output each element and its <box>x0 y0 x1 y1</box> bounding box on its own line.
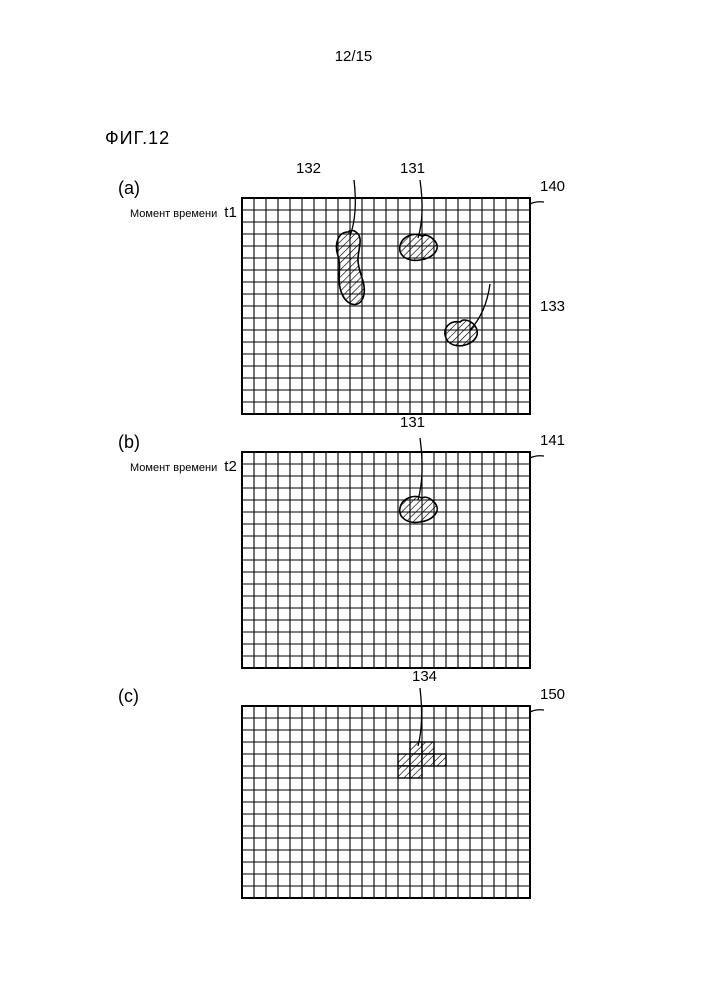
panel-letter-c: (c) <box>118 686 139 707</box>
region-134-cell <box>434 754 446 766</box>
grid-frame-b <box>242 432 560 677</box>
time-prefix-a: Момент времени <box>130 208 217 220</box>
figure-title: ФИГ.12 <box>105 128 170 149</box>
region-134-leader <box>418 688 422 746</box>
label-132: 132 <box>296 160 321 177</box>
panel-letter-b: (b) <box>118 432 140 453</box>
page: 12/15 ФИГ.12 (a) Момент времени t1 132 1… <box>0 0 707 1000</box>
grid-frame-c <box>242 686 560 907</box>
blob-132-leader <box>350 180 355 236</box>
label-134: 134 <box>412 668 437 685</box>
label-131-a: 131 <box>400 160 425 177</box>
region-134-cell <box>410 742 422 754</box>
panel-letter-a: (a) <box>118 178 140 199</box>
time-prefix-b: Момент времени <box>130 462 217 474</box>
blob-131 <box>400 234 437 260</box>
time-t-a: t1 <box>224 204 237 221</box>
region-134-cell <box>398 754 410 766</box>
time-t-b: t2 <box>224 458 237 475</box>
region-134-cell <box>398 766 410 778</box>
region-134-cell <box>410 754 422 766</box>
time-label-b: Момент времени t2 <box>130 458 237 475</box>
label-131-b: 131 <box>400 414 425 431</box>
grid-frame-a <box>242 178 560 423</box>
time-label-a: Момент времени t1 <box>130 204 237 221</box>
region-134-cell <box>422 754 434 766</box>
page-number: 12/15 <box>0 48 707 65</box>
region-134-cell <box>410 766 422 778</box>
region-134-cell <box>422 742 434 754</box>
